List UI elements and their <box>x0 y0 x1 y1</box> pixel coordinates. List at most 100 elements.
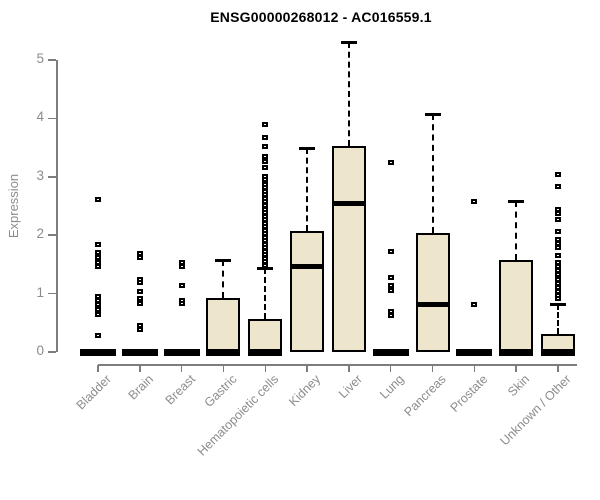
x-tick <box>139 365 141 372</box>
whisker-line <box>264 267 267 320</box>
y-tick <box>48 117 56 120</box>
outlier-point <box>555 240 562 246</box>
outlier-point <box>95 197 101 203</box>
outlier-point <box>555 252 562 258</box>
y-tick <box>48 176 56 178</box>
x-tick <box>222 365 225 372</box>
y-tick-label: 1 <box>36 284 44 300</box>
outlier-point <box>136 254 143 260</box>
outlier-point <box>555 264 562 270</box>
x-tick-label: Pancreas <box>401 372 449 420</box>
outlier-point <box>136 323 143 329</box>
x-tick <box>473 365 476 372</box>
whisker-cap <box>299 146 316 150</box>
y-tick-label: 0 <box>36 343 44 358</box>
outlier-point <box>555 268 562 274</box>
outlier-point <box>136 296 143 302</box>
outlier-point <box>178 263 185 269</box>
outlier-point <box>387 283 394 288</box>
box-4 <box>248 319 283 352</box>
y-tick-label: 2 <box>36 226 44 242</box>
median-line <box>417 302 448 308</box>
x-tick-label: Gastric <box>201 372 240 410</box>
zero-box <box>163 349 200 356</box>
y-tick <box>48 351 56 353</box>
outlier-point <box>555 228 562 234</box>
median-line <box>206 349 241 356</box>
outlier-point <box>387 313 394 319</box>
zero-box <box>456 349 493 356</box>
outlier-point <box>555 260 562 266</box>
outlier-point <box>95 241 101 247</box>
whisker-cap <box>550 303 567 307</box>
median-line <box>499 349 534 356</box>
x-tick <box>557 365 559 372</box>
x-tick-label: Liver <box>335 372 365 402</box>
whisker-cap <box>215 259 232 263</box>
whisker-cap <box>340 41 357 45</box>
x-tick <box>515 365 517 372</box>
outlier-point <box>95 249 101 255</box>
zero-box <box>80 349 116 356</box>
box-5 <box>290 230 325 352</box>
x-tick-label: Hematopoietic cells <box>194 372 282 459</box>
y-tick-label: 3 <box>36 167 44 183</box>
outlier-point <box>387 288 394 294</box>
x-tick-label: Breast <box>162 372 198 408</box>
outlier-point <box>262 144 269 150</box>
outlier-point <box>262 153 269 159</box>
outlier-point <box>555 276 562 282</box>
y-axis-title: Expression <box>6 173 21 239</box>
chart-title: ENSG00000268012 - AC016559.1 <box>210 9 432 25</box>
whisker-line <box>222 260 225 298</box>
outlier-point <box>471 198 478 204</box>
whisker-line <box>515 201 518 261</box>
median-line <box>248 349 283 356</box>
outlier-point <box>555 284 562 290</box>
x-tick-label: Brain <box>125 372 156 403</box>
outlier-point <box>555 183 562 189</box>
whisker-line <box>557 304 560 334</box>
whisker-cap <box>257 266 274 270</box>
x-tick <box>431 365 434 372</box>
median-line <box>333 201 364 207</box>
outlier-point <box>136 289 143 295</box>
outlier-point <box>262 165 269 171</box>
outlier-point <box>95 263 101 269</box>
outlier-point <box>555 245 562 251</box>
outlier-point <box>95 294 101 300</box>
x-tick-label: Bladder <box>73 372 114 413</box>
outlier-point <box>555 280 562 286</box>
outlier-point <box>262 158 269 164</box>
outlier-point <box>136 327 143 333</box>
outlier-point <box>95 333 101 339</box>
x-tick <box>348 365 350 372</box>
outlier-point <box>95 254 101 260</box>
outlier-point <box>387 274 394 280</box>
whisker-cap <box>424 113 441 117</box>
outlier-point <box>95 302 101 308</box>
x-axis-line <box>98 364 577 366</box>
x-tick-label: Lung <box>377 372 407 402</box>
x-tick <box>180 365 183 372</box>
outlier-point <box>387 308 394 314</box>
x-tick-label: Prostate <box>447 372 491 415</box>
outlier-point <box>178 301 185 307</box>
outlier-point <box>555 172 562 178</box>
outlier-point <box>555 217 562 223</box>
x-tick <box>306 365 308 372</box>
whisker-line <box>347 42 350 146</box>
outlier-point <box>387 159 394 165</box>
outlier-point <box>471 301 478 307</box>
x-tick <box>389 365 392 372</box>
outlier-point <box>555 236 562 242</box>
outlier-point <box>555 296 562 302</box>
x-tick <box>97 365 99 372</box>
y-tick-label: 4 <box>36 109 44 125</box>
x-tick <box>264 365 267 372</box>
outlier-point <box>262 135 269 141</box>
x-tick-label: Skin <box>505 372 533 400</box>
outlier-point <box>555 272 562 278</box>
